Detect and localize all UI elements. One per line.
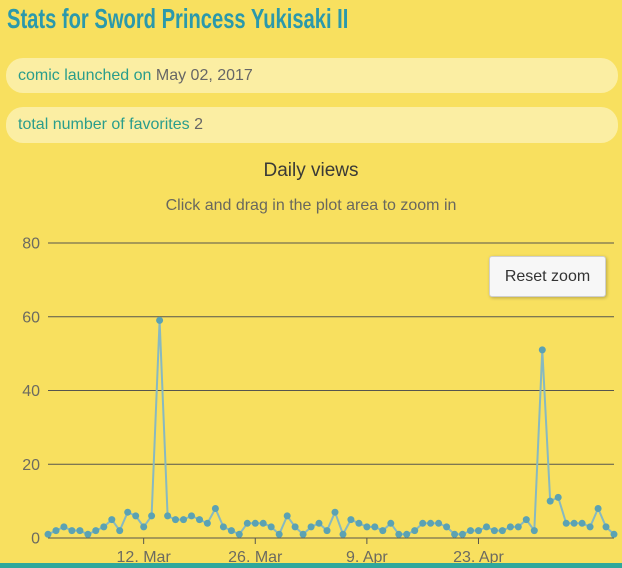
- data-point-marker[interactable]: [100, 523, 108, 531]
- data-point-marker[interactable]: [522, 516, 530, 524]
- data-point-marker[interactable]: [506, 523, 514, 531]
- info-label: total number of favorites: [18, 116, 190, 133]
- data-point-marker[interactable]: [427, 519, 435, 527]
- data-point-marker[interactable]: [148, 512, 156, 520]
- data-point-marker[interactable]: [578, 519, 586, 527]
- data-point-marker[interactable]: [562, 519, 570, 527]
- data-point-marker[interactable]: [514, 523, 522, 531]
- data-point-marker[interactable]: [594, 505, 602, 512]
- data-point-marker[interactable]: [196, 516, 203, 524]
- data-point-marker[interactable]: [323, 527, 331, 535]
- data-point-marker[interactable]: [475, 527, 482, 535]
- data-point-marker[interactable]: [363, 523, 371, 531]
- footer-strip: [0, 563, 622, 568]
- chart-title: Daily views: [263, 160, 359, 181]
- info-bar-launch-date: comic launched on May 02, 2017: [6, 58, 618, 93]
- data-point-marker[interactable]: [315, 519, 323, 527]
- chart-subtitle: Click and drag in the plot area to zoom …: [165, 197, 457, 214]
- y-axis-label: 0: [31, 531, 40, 548]
- data-point-marker[interactable]: [331, 508, 339, 516]
- data-point-marker[interactable]: [267, 523, 275, 531]
- data-point-marker[interactable]: [172, 516, 179, 524]
- data-point-marker[interactable]: [132, 512, 140, 520]
- info-bar-favorites: total number of favorites 2: [6, 107, 618, 143]
- data-point-marker[interactable]: [116, 527, 124, 535]
- data-point-marker[interactable]: [451, 530, 459, 538]
- data-point-marker[interactable]: [283, 512, 291, 520]
- data-point-marker[interactable]: [203, 519, 211, 527]
- page-title: Stats for Sword Princess Yukisaki II: [7, 3, 349, 34]
- data-point-marker[interactable]: [188, 512, 195, 520]
- data-point-marker[interactable]: [164, 512, 172, 520]
- data-point-marker[interactable]: [586, 523, 594, 531]
- data-point-marker[interactable]: [219, 523, 227, 531]
- y-axis-label: 40: [22, 383, 40, 400]
- data-point-marker[interactable]: [259, 519, 267, 527]
- data-point-marker[interactable]: [140, 523, 148, 531]
- data-point-marker[interactable]: [44, 530, 52, 538]
- data-point-marker[interactable]: [371, 523, 379, 531]
- data-point-marker[interactable]: [379, 527, 387, 535]
- data-point-marker[interactable]: [339, 530, 347, 538]
- data-point-marker[interactable]: [610, 530, 618, 538]
- data-point-marker[interactable]: [435, 519, 443, 527]
- data-point-marker[interactable]: [227, 527, 235, 535]
- data-point-marker[interactable]: [403, 530, 411, 538]
- info-value: May 02, 2017: [155, 67, 253, 84]
- data-point-marker[interactable]: [538, 346, 546, 354]
- data-point-marker[interactable]: [275, 530, 283, 538]
- data-point-marker[interactable]: [92, 527, 100, 535]
- data-point-marker[interactable]: [124, 508, 132, 516]
- data-point-marker[interactable]: [108, 516, 116, 524]
- info-value: 2: [194, 116, 203, 133]
- data-point-marker[interactable]: [395, 530, 403, 538]
- x-axis-label: 9. Apr: [346, 549, 388, 566]
- data-point-marker[interactable]: [251, 519, 259, 527]
- data-point-marker[interactable]: [602, 523, 610, 531]
- data-point-marker[interactable]: [307, 523, 315, 531]
- x-axis-label: 23. Apr: [453, 549, 504, 566]
- data-point-marker[interactable]: [467, 527, 474, 535]
- x-axis-label: 12. Mar: [117, 549, 172, 566]
- data-point-marker[interactable]: [211, 505, 219, 512]
- data-point-marker[interactable]: [498, 527, 506, 535]
- data-point-marker[interactable]: [52, 527, 60, 535]
- data-point-marker[interactable]: [546, 497, 554, 505]
- data-point-marker[interactable]: [299, 530, 307, 538]
- data-point-marker[interactable]: [60, 523, 68, 531]
- data-point-marker[interactable]: [490, 527, 498, 535]
- data-point-marker[interactable]: [419, 519, 427, 527]
- data-point-marker[interactable]: [243, 519, 251, 527]
- data-point-marker[interactable]: [483, 523, 490, 531]
- reset-zoom-button[interactable]: Reset zoom: [489, 256, 606, 297]
- info-label: comic launched on: [18, 67, 152, 84]
- x-axis-label: 26. Mar: [228, 549, 283, 566]
- data-point-marker[interactable]: [68, 527, 76, 535]
- data-point-marker[interactable]: [347, 516, 355, 524]
- data-point-marker[interactable]: [411, 527, 419, 535]
- y-axis-label: 60: [22, 309, 40, 326]
- plot-area[interactable]: 0 20 40 60 80 12. Mar 26. Mar 9. Apr 23. Apr: [0, 230, 622, 568]
- data-point-marker[interactable]: [443, 523, 451, 531]
- data-point-marker[interactable]: [76, 527, 84, 535]
- data-point-marker[interactable]: [387, 519, 395, 527]
- data-point-marker[interactable]: [84, 530, 92, 538]
- data-point-marker[interactable]: [530, 527, 538, 535]
- data-point-marker[interactable]: [570, 519, 578, 527]
- data-point-marker[interactable]: [291, 523, 299, 531]
- data-point-marker[interactable]: [235, 530, 243, 538]
- series-line: [47, 319, 615, 536]
- y-axis-label: 20: [22, 457, 40, 474]
- y-axis-label: 80: [22, 236, 40, 253]
- data-point-marker[interactable]: [355, 519, 363, 527]
- data-point-marker[interactable]: [180, 516, 187, 524]
- data-point-marker[interactable]: [156, 316, 164, 324]
- data-point-marker[interactable]: [554, 493, 562, 501]
- data-point-marker[interactable]: [459, 530, 466, 538]
